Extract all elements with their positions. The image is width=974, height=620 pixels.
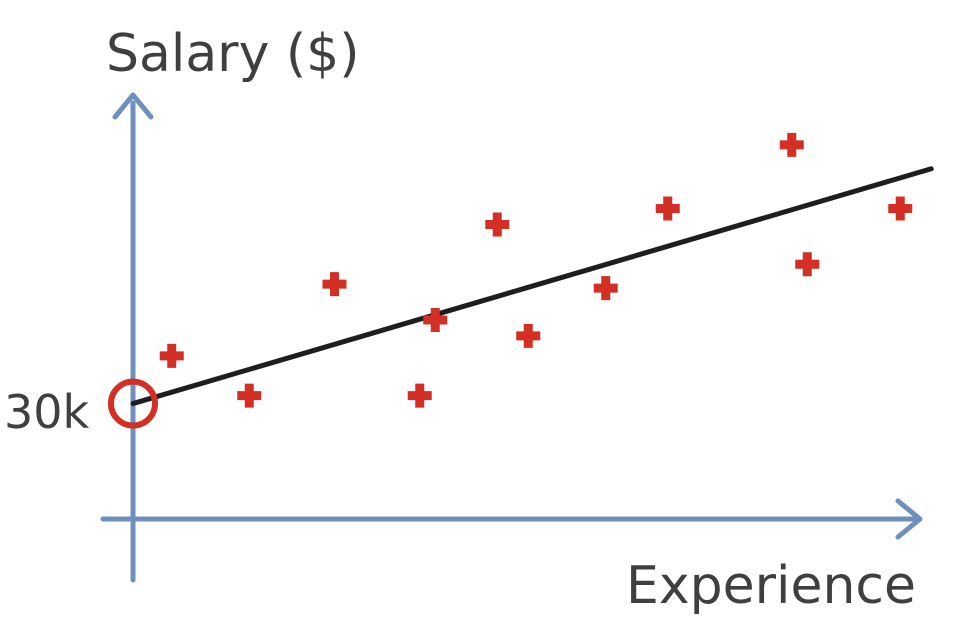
- data-point: [159, 343, 184, 368]
- axes: [100, 92, 923, 583]
- y-axis-label: Salary ($): [106, 24, 360, 84]
- data-point: [237, 383, 262, 408]
- x-axis-label: Experience: [626, 556, 916, 616]
- data-point: [407, 383, 432, 408]
- data-point: [795, 252, 820, 277]
- data-point: [779, 132, 804, 157]
- trend-line-group: [130, 166, 934, 407]
- data-point: [516, 323, 541, 348]
- intercept-highlight-group: [108, 378, 158, 429]
- data-points: [159, 132, 913, 408]
- x-axis-arrowhead: [895, 498, 923, 540]
- data-point: [322, 272, 347, 297]
- intercept-highlight-circle: [108, 378, 158, 429]
- trend-line: [130, 166, 934, 407]
- data-point: [423, 308, 448, 332]
- data-point: [655, 196, 680, 221]
- y-axis-arrowhead: [112, 92, 154, 120]
- data-point: [888, 196, 913, 221]
- data-point: [593, 276, 618, 301]
- intercept-label: 30k: [4, 385, 90, 439]
- data-point: [485, 212, 510, 237]
